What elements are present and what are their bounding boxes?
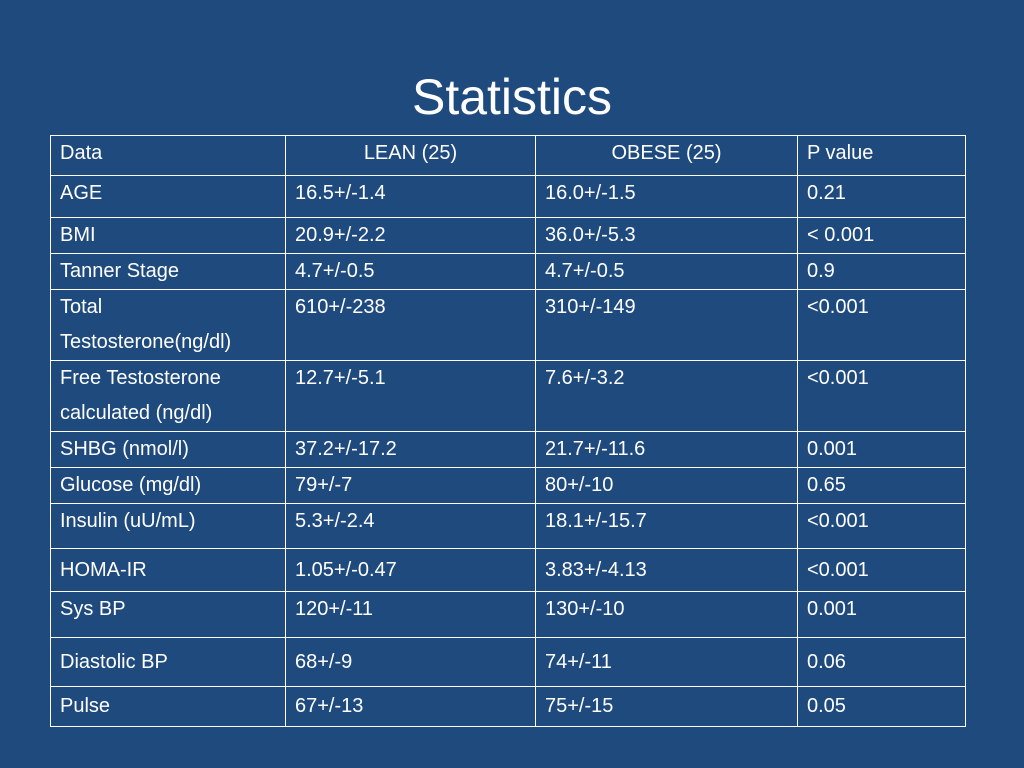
slide-title: Statistics	[411, 69, 613, 125]
row-label: Sys BP	[50, 591, 286, 638]
p-value: 0.21	[797, 175, 966, 218]
row-label-line: Tanner Stage	[60, 260, 179, 282]
p-value: 0.001	[797, 431, 966, 468]
obese-value: 7.6+/-3.2	[535, 360, 798, 432]
table-header-row: Data LEAN (25) OBESE (25) P value	[50, 135, 966, 176]
row-label-line: SHBG (nmol/l)	[60, 438, 189, 460]
row-label: Pulse	[50, 686, 286, 727]
p-value: 0.05	[797, 686, 966, 727]
table-row: HOMA-IR 1.05+/-0.47 3.83+/-4.13 <0.001	[50, 548, 966, 592]
lean-value: 16.5+/-1.4	[285, 175, 536, 218]
lean-value: 68+/-9	[285, 637, 536, 687]
row-label-line: Testosterone(ng/dl)	[60, 331, 232, 353]
row-label-line: Glucose (mg/dl)	[60, 474, 202, 496]
header-lean: LEAN (25)	[285, 135, 536, 176]
header-data: Data	[50, 135, 286, 176]
row-label: AGE	[50, 175, 286, 218]
obese-value: 80+/-10	[535, 467, 798, 504]
obese-value: 16.0+/-1.5	[535, 175, 798, 218]
row-label-line: Free Testosterone	[60, 367, 221, 389]
obese-value: 36.0+/-5.3	[535, 217, 798, 254]
obese-value: 21.7+/-11.6	[535, 431, 798, 468]
p-value: 0.001	[797, 591, 966, 638]
row-label-line: BMI	[60, 224, 96, 246]
row-label: BMI	[50, 217, 286, 254]
table-row: Glucose (mg/dl) 79+/-7 80+/-10 0.65	[50, 467, 966, 504]
p-value: <0.001	[797, 289, 966, 361]
lean-value: 120+/-11	[285, 591, 536, 638]
obese-value: 74+/-11	[535, 637, 798, 687]
row-label-line: Insulin (uU/mL)	[60, 510, 196, 532]
row-label-line: Total	[60, 296, 103, 318]
row-label: Diastolic BP	[50, 637, 286, 687]
table-row: Tanner Stage 4.7+/-0.5 4.7+/-0.5 0.9	[50, 253, 966, 290]
table-row: AGE 16.5+/-1.4 16.0+/-1.5 0.21	[50, 175, 966, 218]
obese-value: 3.83+/-4.13	[535, 548, 798, 592]
p-value: <0.001	[797, 503, 966, 549]
row-label-line: HOMA-IR	[60, 558, 147, 581]
table-row: Total Testosterone(ng/dl) 610+/-238 310+/…	[50, 289, 966, 361]
row-label: Insulin (uU/mL)	[50, 503, 286, 549]
row-label: HOMA-IR	[50, 548, 286, 592]
table-row: BMI 20.9+/-2.2 36.0+/-5.3 < 0.001	[50, 217, 966, 254]
p-value: <0.001	[797, 360, 966, 432]
table-row: Free Testosterone calculated (ng/dl) 12.7…	[50, 360, 966, 432]
lean-value: 610+/-238	[285, 289, 536, 361]
table-row: Diastolic BP 68+/-9 74+/-11 0.06	[50, 637, 966, 687]
lean-value: 1.05+/-0.47	[285, 548, 536, 592]
header-p-value: P value	[797, 135, 966, 176]
row-label-line: Diastolic BP	[60, 650, 168, 673]
obese-value: 130+/-10	[535, 591, 798, 638]
p-value: 0.65	[797, 467, 966, 504]
p-value: 0.06	[797, 637, 966, 687]
obese-value: 4.7+/-0.5	[535, 253, 798, 290]
lean-value: 12.7+/-5.1	[285, 360, 536, 432]
obese-value: 75+/-15	[535, 686, 798, 727]
lean-value: 20.9+/-2.2	[285, 217, 536, 254]
lean-value: 37.2+/-17.2	[285, 431, 536, 468]
lean-value: 79+/-7	[285, 467, 536, 504]
row-label: Free Testosterone calculated (ng/dl)	[50, 360, 286, 432]
obese-value: 18.1+/-15.7	[535, 503, 798, 549]
p-value: 0.9	[797, 253, 966, 290]
row-label-line: Sys BP	[60, 598, 126, 620]
table-row: Pulse 67+/-13 75+/-15 0.05	[50, 686, 966, 727]
lean-value: 4.7+/-0.5	[285, 253, 536, 290]
row-label: Total Testosterone(ng/dl)	[50, 289, 286, 361]
statistics-table: Data LEAN (25) OBESE (25) P value AGE 16…	[50, 135, 966, 727]
lean-value: 5.3+/-2.4	[285, 503, 536, 549]
p-value: <0.001	[797, 548, 966, 592]
row-label-line: calculated (ng/dl)	[60, 402, 213, 424]
p-value: < 0.001	[797, 217, 966, 254]
row-label-line: Pulse	[60, 695, 111, 717]
row-label: Glucose (mg/dl)	[50, 467, 286, 504]
table-row: Sys BP 120+/-11 130+/-10 0.001	[50, 591, 966, 638]
row-label: Tanner Stage	[50, 253, 286, 290]
lean-value: 67+/-13	[285, 686, 536, 727]
row-label: SHBG (nmol/l)	[50, 431, 286, 468]
obese-value: 310+/-149	[535, 289, 798, 361]
table-row: SHBG (nmol/l) 37.2+/-17.2 21.7+/-11.6 0.…	[50, 431, 966, 468]
table-row: Insulin (uU/mL) 5.3+/-2.4 18.1+/-15.7 <0…	[50, 503, 966, 549]
header-obese: OBESE (25)	[535, 135, 798, 176]
row-label-line: AGE	[60, 182, 103, 204]
